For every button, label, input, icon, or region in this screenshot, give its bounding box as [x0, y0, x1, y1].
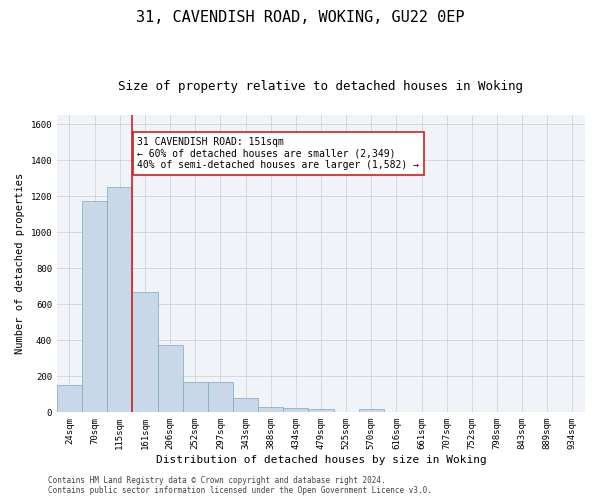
Text: 31 CAVENDISH ROAD: 151sqm
← 60% of detached houses are smaller (2,349)
40% of se: 31 CAVENDISH ROAD: 151sqm ← 60% of detac…: [137, 136, 419, 170]
Bar: [158, 345, 182, 412]
Text: Contains HM Land Registry data © Crown copyright and database right 2024.
Contai: Contains HM Land Registry data © Crown c…: [48, 476, 432, 495]
Bar: [308, 408, 334, 412]
Bar: [182, 382, 208, 412]
Bar: [359, 408, 384, 412]
Y-axis label: Number of detached properties: Number of detached properties: [15, 173, 25, 354]
Text: 31, CAVENDISH ROAD, WOKING, GU22 0EP: 31, CAVENDISH ROAD, WOKING, GU22 0EP: [136, 10, 464, 25]
Bar: [57, 386, 82, 412]
Bar: [283, 408, 308, 412]
Bar: [82, 200, 107, 412]
Bar: [107, 187, 133, 412]
X-axis label: Distribution of detached houses by size in Woking: Distribution of detached houses by size …: [155, 455, 487, 465]
Bar: [258, 407, 283, 412]
Bar: [233, 398, 258, 412]
Title: Size of property relative to detached houses in Woking: Size of property relative to detached ho…: [118, 80, 523, 93]
Bar: [133, 292, 158, 412]
Bar: [208, 382, 233, 412]
